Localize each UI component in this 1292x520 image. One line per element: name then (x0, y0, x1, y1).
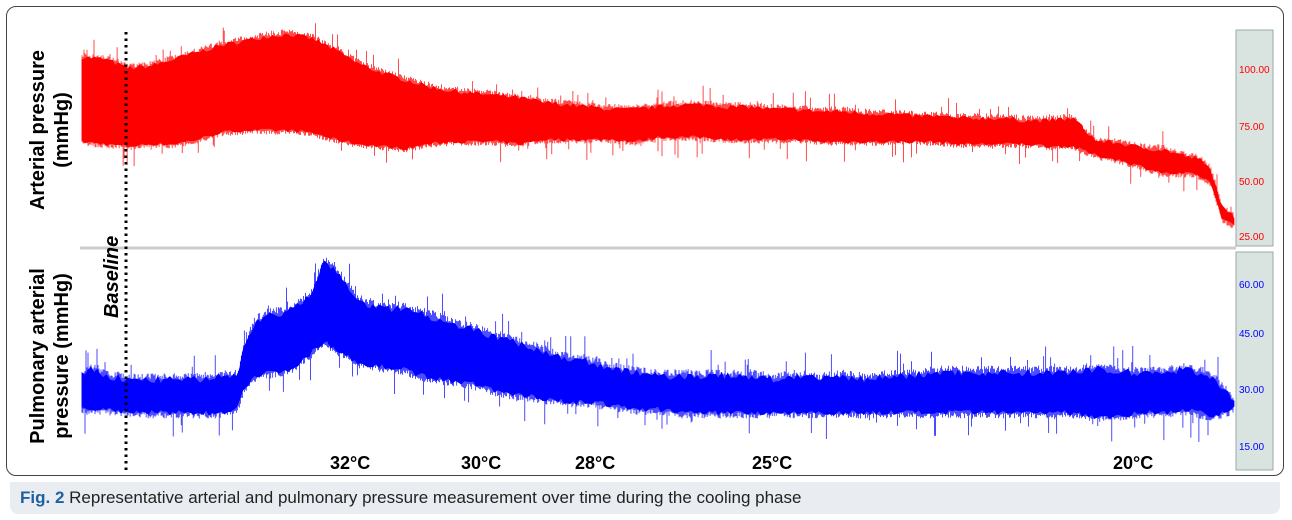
pulmonary-ytick-1: 45.00 (1239, 329, 1264, 340)
figure-caption: Fig. 2 Representative arterial and pulmo… (10, 482, 1280, 514)
pressure-chart: 100.00 75.00 50.00 25.00 60.00 45.00 30.00 15.0… (27, 23, 1274, 473)
tick-labels: 100.00 75.00 50.00 25.00 60.00 45.00 30.00 15.0… (1239, 65, 1270, 453)
arterial-ytick-3: 25.00 (1239, 232, 1264, 243)
arterial-ylabel-line2: (mmHg) (51, 92, 73, 168)
y-axis-panel-1 (1235, 251, 1274, 471)
pulmonary-ylabel-line1: Pulmonary arterial (27, 268, 49, 444)
caption-label: Fig. 2 (20, 488, 65, 507)
arterial-ytick-0: 100.00 (1239, 65, 1270, 76)
temp-label-28: 28°C (575, 453, 615, 473)
baseline-label: Baseline (101, 236, 123, 318)
pulmonary-waveform-spikes (81, 257, 1234, 442)
arterial-ytick-1: 75.00 (1239, 122, 1264, 133)
pulmonary-ylabel-line2: pressure (mmHg) (51, 273, 73, 439)
pulmonary-ytick-2: 30.00 (1239, 385, 1264, 396)
arterial-panel (81, 23, 1235, 229)
caption-body: Representative arterial and pulmonary pr… (64, 488, 802, 507)
arterial-waveform-spikes (81, 23, 1234, 229)
pulmonary-ytick-0: 60.00 (1239, 280, 1264, 291)
y-axis-panel-0 (1235, 29, 1274, 247)
temp-label-25: 25°C (752, 453, 792, 473)
caption-text: Fig. 2 Representative arterial and pulmo… (20, 488, 801, 508)
temp-label-30: 30°C (461, 453, 501, 473)
pulmonary-panel (81, 257, 1235, 442)
temp-label-32: 32°C (330, 453, 370, 473)
temp-label-20: 20°C (1113, 453, 1153, 473)
axis-panels (1235, 29, 1274, 471)
figure-frame (6, 6, 1284, 476)
arterial-ytick-2: 50.00 (1239, 177, 1264, 188)
arterial-ylabel-line1: Arterial pressure (27, 50, 49, 210)
pulmonary-ytick-3: 15.00 (1239, 442, 1264, 453)
